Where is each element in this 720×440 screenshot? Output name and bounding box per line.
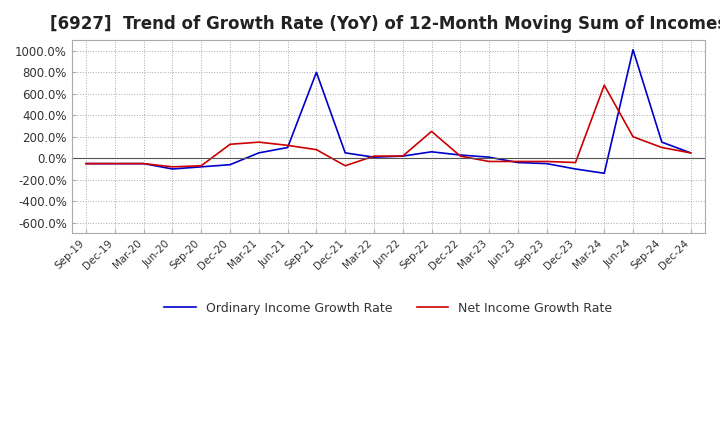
Net Income Growth Rate [140,161,148,166]
Net Income Growth Rate [427,129,436,134]
Net Income Growth Rate [197,163,206,169]
Net Income Growth Rate [571,160,580,165]
Ordinary Income Growth Rate [168,166,177,172]
Net Income Growth Rate [657,145,666,150]
Net Income Growth Rate [82,161,91,166]
Net Income Growth Rate [600,83,608,88]
Ordinary Income Growth Rate [140,161,148,166]
Ordinary Income Growth Rate [427,149,436,154]
Ordinary Income Growth Rate [341,150,349,155]
Ordinary Income Growth Rate [369,154,378,160]
Net Income Growth Rate [485,159,493,164]
Title: [6927]  Trend of Growth Rate (YoY) of 12-Month Moving Sum of Incomes: [6927] Trend of Growth Rate (YoY) of 12-… [50,15,720,33]
Net Income Growth Rate [168,164,177,169]
Net Income Growth Rate [312,147,320,152]
Ordinary Income Growth Rate [571,166,580,172]
Ordinary Income Growth Rate [283,145,292,150]
Legend: Ordinary Income Growth Rate, Net Income Growth Rate: Ordinary Income Growth Rate, Net Income … [159,297,618,320]
Line: Net Income Growth Rate: Net Income Growth Rate [86,85,690,167]
Net Income Growth Rate [369,154,378,159]
Ordinary Income Growth Rate [657,139,666,145]
Ordinary Income Growth Rate [600,171,608,176]
Net Income Growth Rate [111,161,120,166]
Net Income Growth Rate [341,163,349,169]
Ordinary Income Growth Rate [629,47,637,52]
Ordinary Income Growth Rate [82,161,91,166]
Net Income Growth Rate [456,154,464,159]
Ordinary Income Growth Rate [312,70,320,75]
Net Income Growth Rate [629,134,637,139]
Net Income Growth Rate [254,139,263,145]
Ordinary Income Growth Rate [398,154,407,159]
Ordinary Income Growth Rate [456,152,464,158]
Net Income Growth Rate [398,154,407,159]
Ordinary Income Growth Rate [686,150,695,155]
Ordinary Income Growth Rate [542,161,551,166]
Net Income Growth Rate [686,150,695,155]
Ordinary Income Growth Rate [197,164,206,169]
Ordinary Income Growth Rate [226,162,235,167]
Net Income Growth Rate [283,143,292,148]
Ordinary Income Growth Rate [485,154,493,160]
Ordinary Income Growth Rate [111,161,120,166]
Ordinary Income Growth Rate [513,160,522,165]
Line: Ordinary Income Growth Rate: Ordinary Income Growth Rate [86,50,690,173]
Net Income Growth Rate [513,159,522,164]
Net Income Growth Rate [542,159,551,164]
Net Income Growth Rate [226,142,235,147]
Ordinary Income Growth Rate [254,150,263,155]
